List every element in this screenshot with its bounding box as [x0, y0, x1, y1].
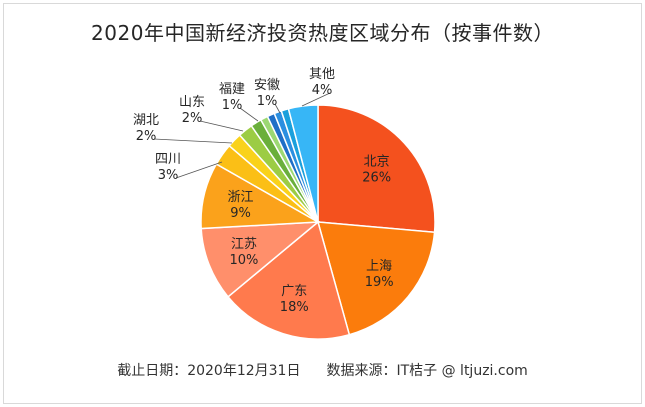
leader-line-湖北: [153, 138, 233, 144]
leader-line-其他: [301, 92, 331, 107]
slice-value-广东: 18%: [280, 300, 309, 315]
pie-slice-广东: [226, 220, 351, 340]
slice-label-其他: 其他: [309, 67, 335, 82]
leader-line-四川: [175, 161, 223, 179]
pie-slice-江苏: [200, 221, 321, 298]
slice-value-福建: 1%: [222, 98, 243, 113]
slice-value-四川: 3%: [158, 168, 179, 183]
slice-label-福建: 福建: [219, 82, 245, 97]
slice-label-广东: 广东: [281, 284, 307, 299]
pie-slice-其他: [287, 104, 319, 223]
slice-label-湖北: 湖北: [133, 113, 159, 128]
leader-line-福建: [239, 107, 259, 122]
slice-value-江苏: 10%: [230, 253, 259, 268]
slice-value-山东: 2%: [182, 111, 203, 126]
leader-line-安徽: [274, 103, 281, 114]
slice-label-四川: 四川: [155, 152, 181, 167]
slice-label-安徽: 安徽: [254, 78, 280, 93]
leader-line-山东: [199, 120, 244, 132]
slice-value-上海: 19%: [365, 275, 394, 290]
slice-value-安徽: 1%: [257, 94, 278, 109]
slice-value-北京: 26%: [362, 170, 391, 185]
slice-label-江苏: 江苏: [231, 236, 257, 252]
source-note: 数据来源：IT桔子 @ ltjuzi.com: [326, 363, 528, 379]
slice-label-上海: 上海: [366, 259, 392, 274]
slice-value-湖北: 2%: [136, 129, 157, 144]
slice-label-浙江: 浙江: [228, 190, 254, 205]
pie-slice-北京: [317, 104, 436, 234]
pie-slice-上海: [316, 221, 436, 336]
date-note: 截止日期：2020年12月31日: [117, 363, 301, 379]
chart-title: 2020年中国新经济投资热度区域分布（按事件数）: [91, 21, 554, 45]
slice-value-其他: 4%: [312, 83, 333, 98]
chart-footer: 截止日期：2020年12月31日 数据来源：IT桔子 @ ltjuzi.com: [0, 360, 645, 380]
slice-value-浙江: 9%: [230, 206, 251, 221]
slice-label-山东: 山东: [179, 95, 205, 110]
slice-label-北京: 北京: [364, 154, 390, 169]
